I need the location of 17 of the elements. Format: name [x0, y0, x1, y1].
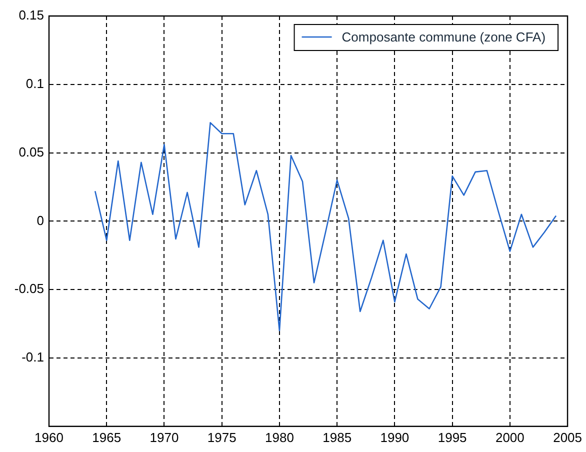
x-tick-label: 1965: [92, 430, 122, 445]
x-tick-label: 2000: [495, 430, 524, 445]
x-tick-label: 1985: [322, 430, 352, 445]
y-tick-label: 0.1: [26, 76, 44, 91]
y-tick-label: 0: [36, 212, 44, 228]
x-tick-label: 1970: [150, 430, 179, 445]
y-tick-label: 0.15: [18, 8, 44, 23]
x-tick-label: 1995: [438, 430, 467, 445]
y-tick-label: 0.05: [18, 144, 44, 160]
x-tick-label: 1990: [380, 430, 410, 445]
y-tick-label: -0.05: [14, 281, 44, 296]
x-tick-label: 1960: [34, 430, 64, 445]
x-tick-label: 2005: [553, 430, 582, 445]
x-tick-label: 1980: [265, 430, 294, 445]
x-tick-label: 1975: [207, 430, 236, 445]
legend-label: Composante commune (zone CFA): [342, 30, 546, 45]
y-tick-label: -0.1: [22, 350, 44, 365]
